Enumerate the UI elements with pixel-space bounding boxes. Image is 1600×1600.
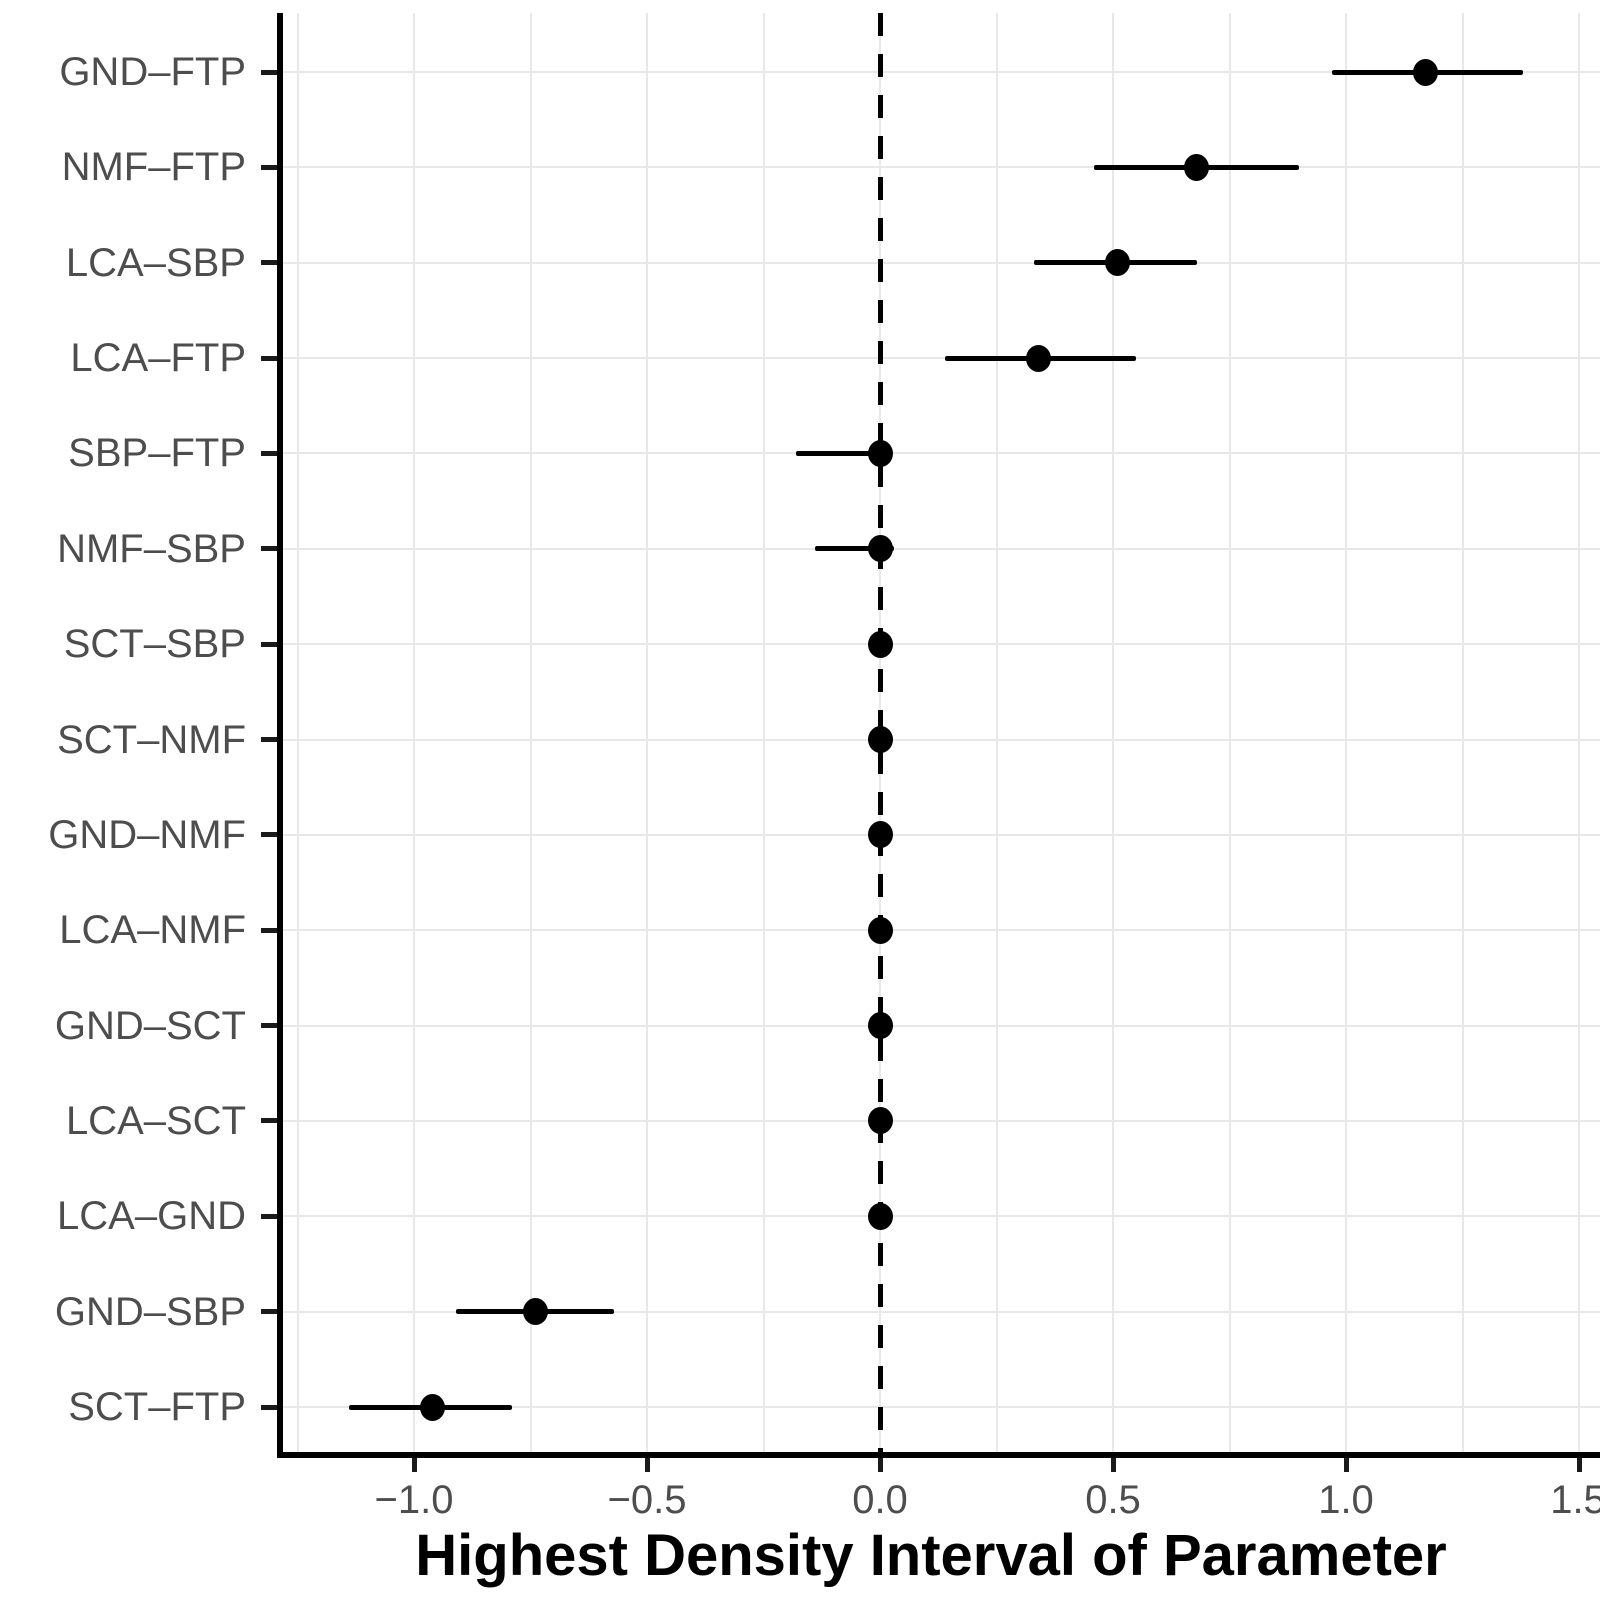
- x-axis-tick-mark: [1576, 1458, 1582, 1472]
- posterior-mean-point: [867, 1012, 893, 1040]
- category-label: GND–SBP: [54, 1289, 246, 1334]
- horizontal-gridline: [282, 1406, 1600, 1409]
- hdi-interval-line: [796, 450, 890, 456]
- category-label: GND–NMF: [48, 812, 246, 857]
- posterior-mean-point: [867, 535, 893, 563]
- x-axis-tick-mark: [1110, 1458, 1116, 1472]
- posterior-mean-point: [1105, 249, 1131, 277]
- posterior-mean-point: [867, 630, 893, 658]
- y-axis-tick-mark: [261, 1118, 277, 1124]
- posterior-mean-point: [1412, 58, 1438, 86]
- hdi-interval-line: [814, 546, 894, 552]
- horizontal-gridline: [282, 547, 1600, 550]
- category-label: LCA–GND: [57, 1194, 246, 1239]
- y-axis-tick-mark: [261, 737, 277, 743]
- x-axis-tick-mark: [877, 1458, 883, 1472]
- x-axis-tick-mark: [411, 1458, 417, 1472]
- x-axis-tick-label: 1.0: [1318, 1478, 1374, 1522]
- y-axis-tick-mark: [261, 1213, 277, 1219]
- vertical-gridline: [1578, 13, 1580, 1453]
- vertical-gridline: [762, 13, 765, 1453]
- category-label: SCT–SBP: [63, 622, 246, 667]
- y-axis-tick-mark: [261, 164, 277, 170]
- horizontal-gridline: [282, 71, 1600, 73]
- category-label: GND–SCT: [54, 1003, 246, 1048]
- x-axis-title: Highest Density Interval of Parameter: [415, 1523, 1447, 1588]
- x-axis-line: [277, 1452, 1600, 1458]
- vertical-gridline: [296, 13, 299, 1453]
- y-axis-tick-mark: [261, 1404, 277, 1410]
- horizontal-gridline: [282, 1215, 1600, 1218]
- posterior-mean-point: [420, 1393, 446, 1421]
- y-axis-tick-mark: [261, 260, 277, 266]
- horizontal-gridline: [282, 261, 1600, 264]
- vertical-gridline: [1461, 13, 1464, 1453]
- category-label: SCT–NMF: [57, 717, 246, 762]
- horizontal-gridline: [282, 1119, 1600, 1122]
- vertical-gridline: [1345, 13, 1347, 1453]
- category-label: LCA–FTP: [70, 336, 246, 381]
- posterior-mean-point: [1025, 344, 1051, 372]
- y-axis-line: [277, 13, 283, 1458]
- horizontal-gridline: [282, 1310, 1600, 1313]
- posterior-mean-point: [867, 916, 893, 944]
- vertical-gridline: [413, 13, 415, 1453]
- vertical-gridline: [529, 13, 532, 1453]
- category-label: LCA–NMF: [59, 908, 246, 953]
- posterior-mean-point: [867, 726, 893, 754]
- category-label: SBP–FTP: [68, 431, 246, 476]
- horizontal-gridline: [282, 1024, 1600, 1027]
- posterior-mean-point: [867, 821, 893, 849]
- horizontal-gridline: [282, 833, 1600, 836]
- horizontal-gridline: [282, 738, 1600, 741]
- x-axis-tick-label: −0.5: [607, 1478, 687, 1522]
- posterior-mean-point: [867, 1107, 893, 1135]
- category-label: LCA–SBP: [65, 240, 246, 285]
- y-axis-tick-mark: [261, 69, 277, 75]
- category-label: SCT–FTP: [68, 1385, 246, 1430]
- y-axis-tick-mark: [261, 832, 277, 838]
- y-axis-tick-mark: [261, 546, 277, 552]
- y-axis-tick-mark: [261, 1023, 277, 1029]
- x-axis-tick-label: −1.0: [374, 1478, 454, 1522]
- vertical-gridline: [1112, 13, 1114, 1453]
- vertical-gridline: [646, 13, 648, 1453]
- y-axis-tick-mark: [261, 641, 277, 647]
- y-axis-tick-mark: [261, 355, 277, 361]
- x-axis-tick-mark: [1343, 1458, 1349, 1472]
- posterior-mean-point: [867, 439, 893, 467]
- x-axis-tick-mark: [644, 1458, 650, 1472]
- category-label: LCA–SCT: [65, 1098, 246, 1143]
- y-axis-tick-mark: [261, 1309, 277, 1315]
- horizontal-gridline: [282, 452, 1600, 455]
- posterior-mean-point: [522, 1298, 548, 1326]
- vertical-gridline: [995, 13, 998, 1453]
- horizontal-gridline: [282, 166, 1600, 169]
- x-axis-tick-label: 1.5: [1550, 1478, 1600, 1522]
- horizontal-gridline: [282, 357, 1600, 360]
- category-label: GND–FTP: [59, 50, 246, 94]
- posterior-mean-point: [867, 1202, 893, 1230]
- x-axis-tick-label: 0.5: [1085, 1478, 1141, 1522]
- horizontal-gridline: [282, 929, 1600, 932]
- category-label: NMF–SBP: [57, 526, 246, 571]
- x-axis-tick-label: 0.0: [852, 1478, 908, 1522]
- y-axis-tick-mark: [261, 927, 277, 933]
- horizontal-gridline: [282, 643, 1600, 646]
- y-axis-tick-mark: [261, 450, 277, 456]
- posterior-mean-point: [1184, 153, 1210, 181]
- plot-panel: [282, 13, 1600, 1453]
- category-label: NMF–FTP: [61, 145, 246, 190]
- vertical-gridline: [1228, 13, 1231, 1453]
